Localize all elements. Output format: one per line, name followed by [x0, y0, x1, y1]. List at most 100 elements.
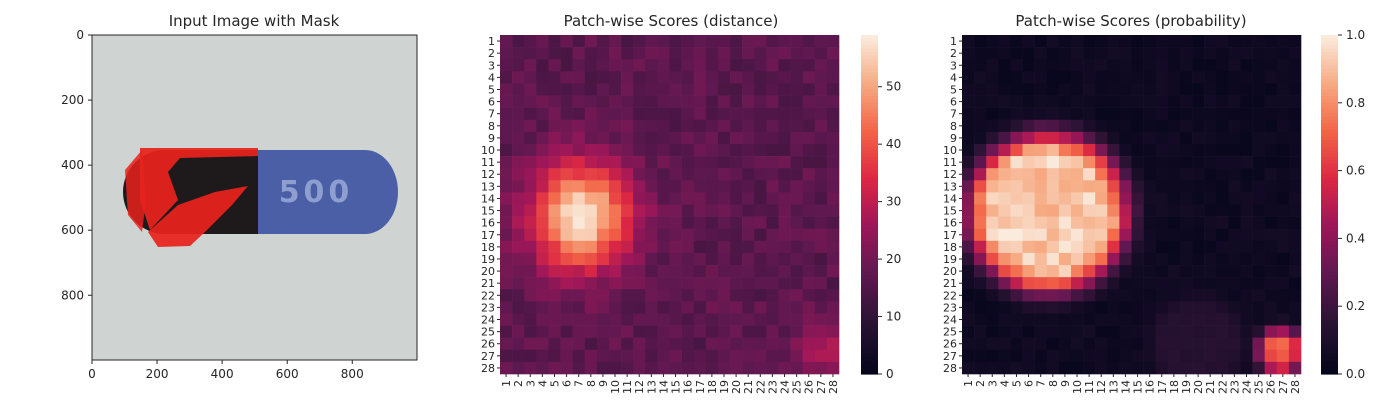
heatmap-cell: [1119, 337, 1132, 351]
heatmap-cell: [608, 228, 622, 242]
heatmap-cell: [766, 59, 779, 72]
heatmap-cell: [512, 325, 525, 338]
heatmap-cell: [584, 143, 598, 157]
heatmap-cell: [584, 35, 598, 48]
colorbar-segment: [1321, 163, 1338, 168]
heatmap-cell: [1095, 143, 1108, 157]
heatmap-cell: [1216, 216, 1229, 230]
heatmap-cell: [1022, 95, 1035, 108]
heatmap-cell: [1010, 204, 1023, 217]
heatmap-cell: [1216, 168, 1229, 181]
heatmap-cell: [500, 240, 513, 254]
heatmap-cell: [1131, 325, 1144, 338]
heatmap-cell: [548, 47, 561, 60]
heatmap-cell: [1252, 337, 1265, 351]
heatmap-cell: [1058, 361, 1072, 375]
heatmap-cell: [1131, 156, 1144, 169]
image-panel: Input Image with Mask 500 0 200 400 600 800 …: [61, 12, 418, 381]
heatmap-cell: [1204, 168, 1217, 181]
heatmap-cell: [524, 313, 537, 326]
heatmap-cell: [669, 71, 682, 84]
heatmap-cell: [778, 301, 791, 314]
heatmap-cell: [998, 59, 1011, 72]
heatmap-cell: [742, 168, 755, 181]
heatmap-cell: [512, 337, 525, 351]
heatmap-cell: [1216, 325, 1229, 338]
heatmap-cell: [730, 71, 743, 84]
colorbar-segment: [1321, 194, 1338, 199]
heatmap-cell: [500, 289, 513, 302]
heatmap-cell: [645, 71, 658, 84]
heatmap-cell: [500, 361, 513, 375]
heatmap-cell: [1083, 95, 1096, 108]
heatmap-cell: [681, 107, 695, 121]
heatmap-cell: [1010, 180, 1023, 193]
heatmap-x-tick-label: 4: [536, 380, 549, 387]
heatmap-cell: [1083, 168, 1096, 181]
heatmap-cell: [608, 168, 622, 181]
heatmap-cell: [657, 107, 670, 121]
heatmap-cell: [596, 156, 610, 169]
heatmap-cell: [681, 59, 695, 72]
heatmap-cell: [621, 143, 634, 157]
heatmap-cell: [814, 216, 828, 230]
colorbar-segment: [1321, 82, 1338, 87]
heatmap-x-tick-label: 18: [706, 380, 719, 394]
heatmap-cell: [986, 180, 999, 193]
heatmap-cell: [1179, 325, 1193, 338]
heatmap-cell: [1022, 216, 1035, 230]
heatmap-cell: [500, 47, 513, 60]
heatmap-cell: [512, 107, 525, 121]
heatmap-y-tick-label: 12: [481, 168, 495, 181]
colorbar-segment: [861, 96, 878, 101]
heatmap-y-tick-label: 8: [950, 120, 957, 133]
heatmap-cell: [754, 168, 767, 181]
heatmap-cell: [1131, 59, 1144, 72]
heatmap-cell: [1276, 301, 1290, 314]
heatmap-cell: [1167, 252, 1181, 266]
colorbar-segment: [861, 38, 878, 43]
heatmap-cell: [814, 349, 828, 363]
heatmap-cell: [1143, 301, 1157, 314]
colorbar-segment: [861, 65, 878, 70]
heatmap-cell: [633, 47, 646, 60]
colorbar-segment: [861, 82, 878, 87]
heatmap-cell: [717, 313, 731, 326]
heatmap-cell: [524, 35, 537, 48]
heatmap-cell: [1095, 95, 1108, 108]
colorbar-segment: [861, 79, 878, 84]
colorbar-segment: [861, 68, 878, 73]
heatmap-cell: [657, 349, 670, 363]
heatmap-cell: [1288, 83, 1302, 96]
colorbar-segment: [861, 350, 878, 355]
heatmap-cell: [1264, 252, 1278, 266]
heatmap-cell: [974, 265, 987, 278]
heatmap-cell: [1119, 240, 1132, 254]
heatmap-cell: [1288, 168, 1302, 181]
heatmap-y-tick-label: 10: [481, 144, 495, 157]
colorbar-segment: [861, 211, 878, 216]
heatmap-cell: [1288, 47, 1302, 60]
heatmap-cell: [1276, 361, 1290, 375]
colorbar-segment: [861, 279, 878, 284]
heatmap-cell: [1034, 83, 1048, 96]
heatmap-x-tick-label: 10: [609, 380, 622, 394]
heatmap-cell: [693, 95, 707, 108]
heatmap-cell: [1095, 337, 1108, 351]
heatmap-cell: [1240, 349, 1253, 363]
heatmap-cell: [1264, 47, 1278, 60]
colorbar-segment: [861, 187, 878, 192]
heatmap-cell: [802, 59, 816, 72]
heatmap-cell: [717, 143, 731, 157]
heatmap-cell: [1252, 277, 1265, 290]
heatmap-cell: [826, 337, 840, 351]
heatmap-cell: [814, 180, 828, 193]
colorbar-segment: [1321, 187, 1338, 192]
heatmap-cell: [1192, 156, 1205, 169]
heatmap-cell: [1240, 313, 1253, 326]
heatmap-cell: [1252, 252, 1265, 266]
heatmap-cell: [584, 83, 598, 96]
heatmap-cell: [1143, 192, 1157, 205]
heatmap-cell: [584, 95, 598, 108]
